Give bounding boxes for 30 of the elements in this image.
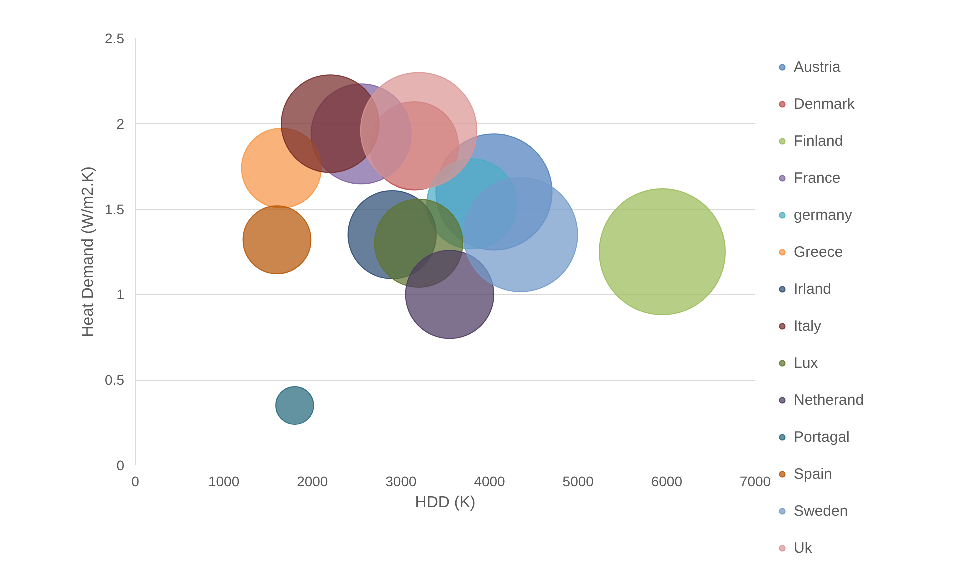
legend-label: Austria [794,58,841,78]
legend-label: Italy [794,316,822,336]
legend-label: Denmark [794,94,855,114]
x-axis-title: HDD (K) [415,494,476,512]
legend-label: germany [794,206,852,226]
legend-label: Sweden [794,502,848,522]
x-tick-label: 1000 [208,474,240,490]
legend-label: Netherand [794,390,864,410]
y-tick-label: 2.5 [105,30,125,46]
y-tick-label: 0 [116,458,125,474]
x-tick-label: 7000 [740,474,772,490]
y-axis-title: Heat Demand (W/m2.K) [80,166,98,338]
legend-label: Irland [794,280,832,300]
y-tick-label: 1.5 [105,201,125,218]
x-tick-label: 4000 [474,474,506,490]
legend-label: Spain [794,464,832,484]
legend-label: France [794,168,841,188]
legend-label: Lux [794,354,818,374]
x-tick-label: 5000 [562,474,594,490]
x-tick-label: 6000 [651,474,683,490]
legend-label: Portagal [794,428,850,448]
x-tick-label: 3000 [386,474,417,490]
legend-label: Uk [794,538,814,558]
y-tick-label: 1 [116,286,125,303]
legend-label: Greece [794,242,844,262]
x-tick-label: 2000 [297,474,328,490]
x-tick-label: 0 [132,474,140,490]
y-tick-label: 2 [116,116,125,132]
y-tick-label: 0.5 [105,372,125,388]
legend-label: Finland [794,132,844,152]
